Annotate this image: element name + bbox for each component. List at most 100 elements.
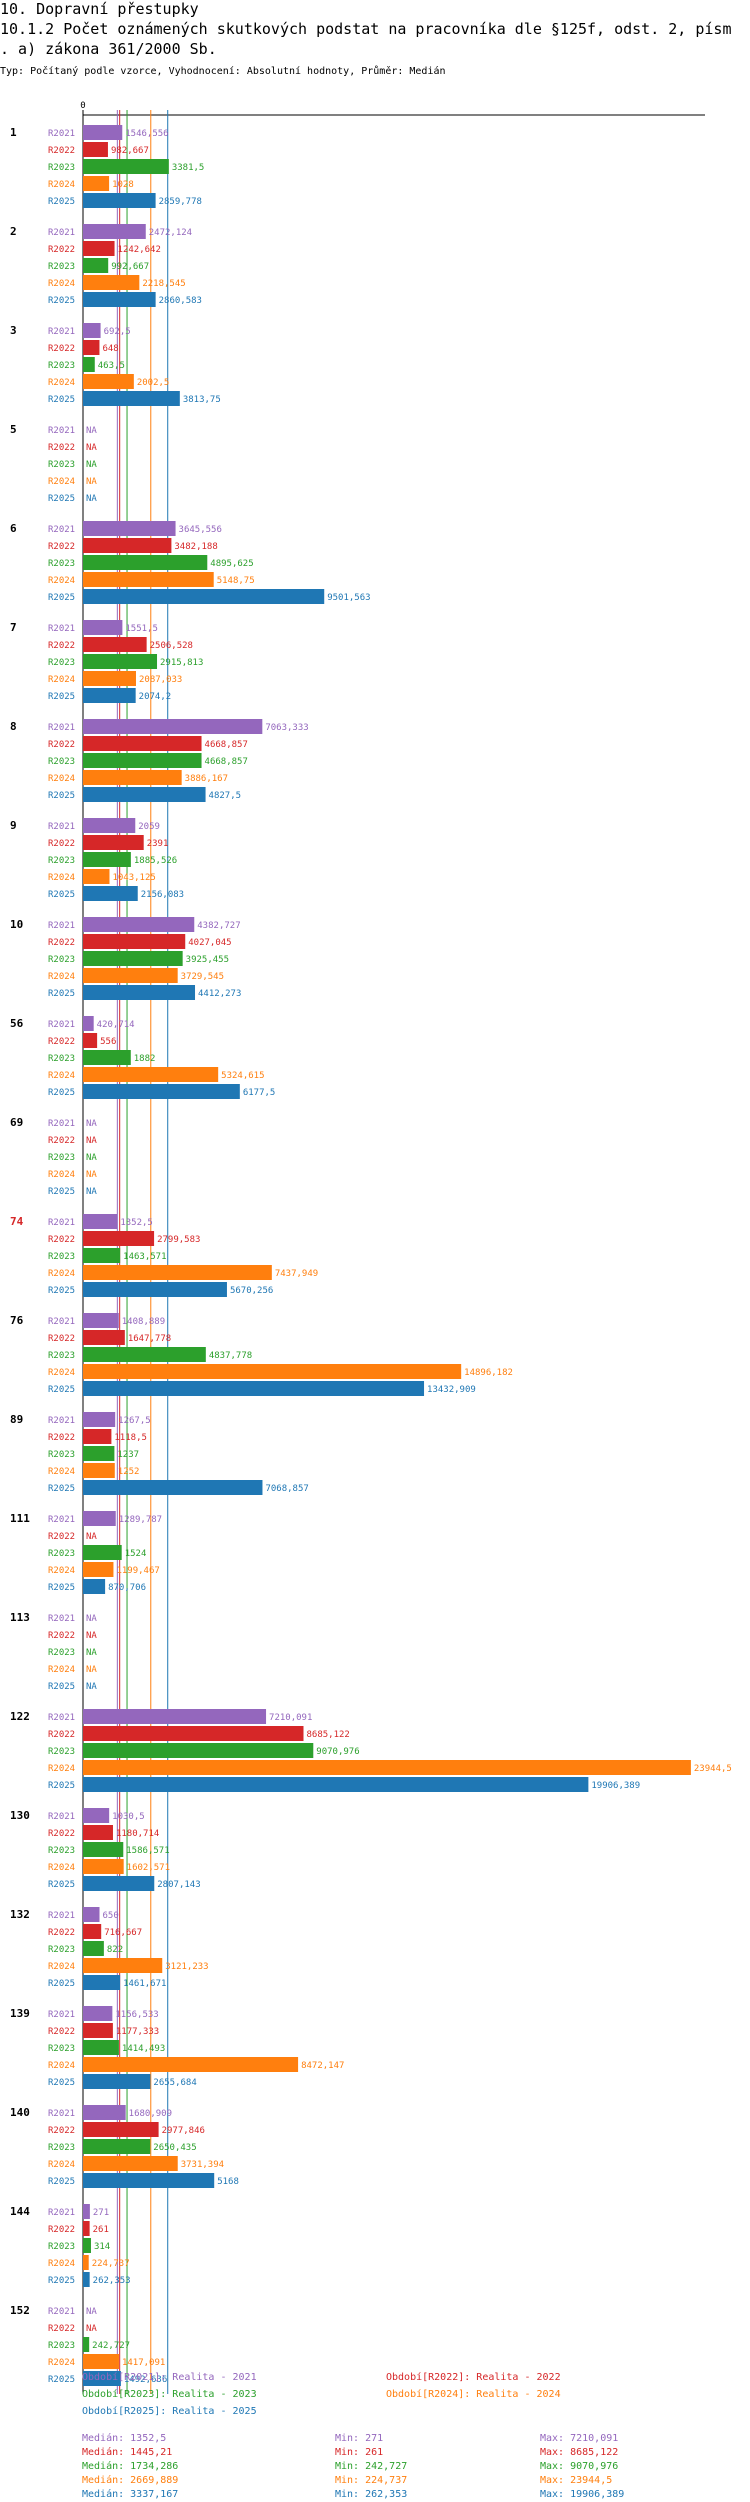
series-label: R2025 [48, 1583, 75, 1593]
series-label: R2022 [48, 740, 75, 750]
bar [83, 1958, 163, 1973]
series-label: R2024 [48, 477, 75, 487]
series-label: R2021 [48, 2010, 75, 2020]
bar [83, 193, 156, 208]
data-label: 224,737 [92, 2259, 130, 2269]
bar [83, 886, 138, 901]
series-label: R2022 [48, 2324, 75, 2334]
data-label: 1586,571 [126, 1846, 169, 1856]
series-label: R2025 [48, 1088, 75, 1098]
series-label: R2021 [48, 1515, 75, 1525]
bar [83, 1347, 206, 1362]
bar [83, 1760, 691, 1775]
data-label: 2218,545 [142, 279, 185, 289]
data-label: 5324,615 [221, 1071, 264, 1081]
bar [83, 2337, 90, 2352]
series-label: R2023 [48, 658, 75, 668]
stat-min-r2021: Min: 271 [335, 2433, 384, 2444]
bar [83, 934, 186, 949]
group-label: 111 [10, 1512, 30, 1525]
series-label: R2022 [48, 839, 75, 849]
stat-max-r2024: Max: 23944,5 [540, 2475, 613, 2486]
series-label: R2022 [48, 2126, 75, 2136]
stat-max-r2023: Max: 9070,976 [540, 2461, 619, 2472]
data-label: NA [86, 426, 97, 436]
data-label: 1882 [134, 1054, 156, 1064]
bar [83, 538, 172, 553]
data-label: 3925,455 [186, 955, 229, 965]
data-label: 992,667 [111, 262, 149, 272]
data-label: 1177,333 [116, 2027, 159, 2037]
series-label: R2021 [48, 426, 75, 436]
data-label: 648 [102, 344, 118, 354]
series-label: R2025 [48, 1682, 75, 1692]
bar [83, 1743, 314, 1758]
data-label: NA [86, 1648, 97, 1658]
data-label: 2977,846 [162, 2126, 205, 2136]
series-label: R2021 [48, 327, 75, 337]
data-label: 1885,526 [134, 856, 177, 866]
bar [83, 1709, 267, 1724]
series-label: R2023 [48, 1252, 75, 1262]
data-label: 1156,533 [115, 2010, 158, 2020]
bar [83, 869, 110, 884]
group-label: 130 [10, 1809, 30, 1822]
series-label: R2022 [48, 1532, 75, 1542]
data-label: 3645,556 [179, 525, 222, 535]
data-label: 4895,625 [210, 559, 253, 569]
axis-zero-label: 0 [80, 101, 85, 111]
stat-max-r2025: Max: 19906,389 [540, 2489, 625, 2500]
group-label: 7 [10, 621, 17, 634]
data-label: 4837,778 [209, 1351, 252, 1361]
series-label: R2024 [48, 2259, 75, 2269]
series-label: R2021 [48, 1218, 75, 1228]
bar [83, 1777, 589, 1792]
bar [83, 671, 136, 686]
series-label: R2022 [48, 1730, 75, 1740]
data-label: NA [86, 1187, 97, 1197]
bar [83, 1545, 122, 1560]
bar [83, 572, 214, 587]
series-label: R2023 [48, 1054, 75, 1064]
bar [83, 2040, 119, 2055]
series-label: R2024 [48, 1863, 75, 1873]
series-label: R2022 [48, 245, 75, 255]
data-label: NA [86, 1170, 97, 1180]
series-label: R2024 [48, 1665, 75, 1675]
data-label: NA [86, 1631, 97, 1641]
bar [83, 2354, 119, 2369]
series-label: R2023 [48, 2143, 75, 2153]
data-label: 1546,556 [125, 129, 168, 139]
bar [83, 555, 208, 570]
series-label: R2023 [48, 2242, 75, 2252]
group-label: 6 [10, 522, 17, 535]
bar [83, 736, 202, 751]
series-label: R2025 [48, 1880, 75, 1890]
data-label: 650 [103, 1911, 119, 1921]
data-label: 14896,182 [464, 1368, 513, 1378]
bar [83, 1084, 240, 1099]
series-label: R2024 [48, 1170, 75, 1180]
bar [83, 275, 140, 290]
bar [83, 620, 123, 635]
data-label: 4668,857 [205, 757, 248, 767]
bar [83, 1726, 304, 1741]
series-label: R2024 [48, 972, 75, 982]
series-label: R2025 [48, 494, 75, 504]
data-label: 1414,493 [122, 2044, 165, 2054]
data-label: 2472,124 [149, 228, 192, 238]
chart-subtitle: Typ: Počítaný podle vzorce, Vyhodnocení:… [0, 66, 446, 77]
data-label: 5148,75 [217, 576, 255, 586]
data-label: 261 [93, 2225, 109, 2235]
series-label: R2024 [48, 873, 75, 883]
series-label: R2025 [48, 2177, 75, 2187]
data-label: 556 [100, 1037, 116, 1047]
data-label: 982,667 [111, 146, 149, 156]
series-label: R2025 [48, 395, 75, 405]
data-label: 8685,122 [306, 1730, 349, 1740]
data-label: 870,706 [108, 1583, 146, 1593]
series-label: R2024 [48, 2358, 75, 2368]
series-label: R2025 [48, 2276, 75, 2286]
series-label: R2022 [48, 1829, 75, 1839]
